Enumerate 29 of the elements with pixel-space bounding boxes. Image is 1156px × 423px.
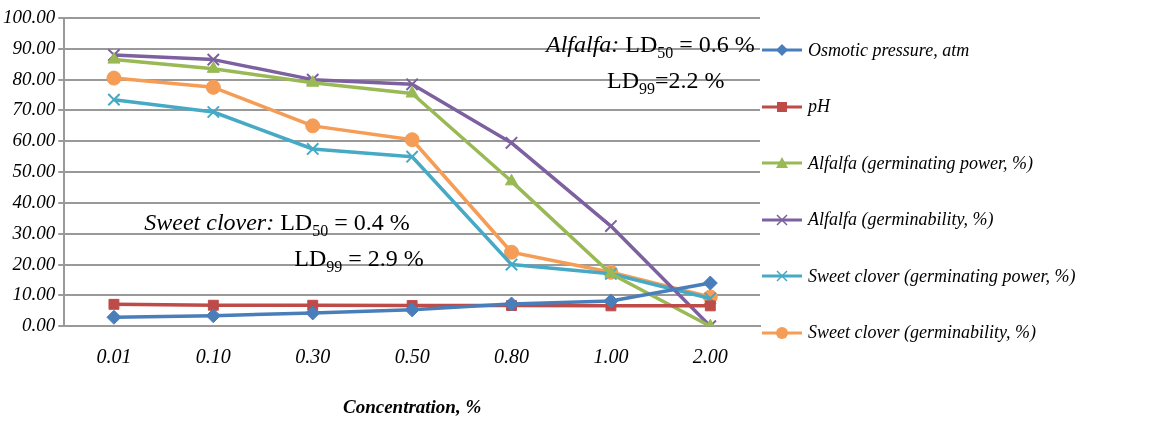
legend-label: Sweet clover (germinability, %) (808, 322, 1036, 344)
y-tick-label: 20.00 (12, 252, 56, 274)
y-tick-label: 70.00 (12, 98, 56, 120)
y-tick-label: 10.00 (12, 283, 56, 305)
x-tick-label: 1.00 (593, 345, 629, 368)
legend-label: Sweet clover (germinating power, %) (808, 265, 1076, 287)
legend-label: pH (808, 96, 830, 118)
legend-label: Alfalfa (germinability, %) (808, 209, 994, 231)
x-tick-label: 0.30 (295, 345, 331, 368)
x-tick-label: 0.10 (195, 345, 231, 368)
y-tick-label: 0.00 (22, 314, 56, 336)
x-tick-label: 0.80 (494, 345, 530, 368)
x-tick-label: 0.50 (394, 345, 430, 368)
x-tick-label: 0.01 (96, 345, 132, 368)
annotation: Alfalfa: LD$_{50}$ = 0.6 % (546, 31, 755, 61)
y-tick-label: 30.00 (11, 221, 56, 243)
y-tick-label: 60.00 (12, 129, 56, 151)
y-tick-label: 80.00 (12, 67, 56, 89)
y-tick-label: 90.00 (12, 36, 56, 58)
x-axis-title: Concentration, % (342, 395, 482, 417)
legend-label: Osmotic pressure, atm (808, 39, 970, 61)
y-tick-label: 40.00 (12, 190, 56, 212)
legend-label: Alfalfa (germinating power, %) (808, 152, 1033, 174)
y-tick-label: 50.00 (12, 160, 56, 182)
x-tick-label: 2.00 (692, 345, 728, 368)
annotation: Sweet clover: LD$_{50}$ = 0.4 % (144, 209, 410, 239)
y-tick-label: 100.00 (3, 6, 56, 27)
annotation: LD$_{99}$ = 2.9 % (294, 245, 424, 275)
annotation: LD$_{99}$=2.2 % (607, 67, 725, 97)
